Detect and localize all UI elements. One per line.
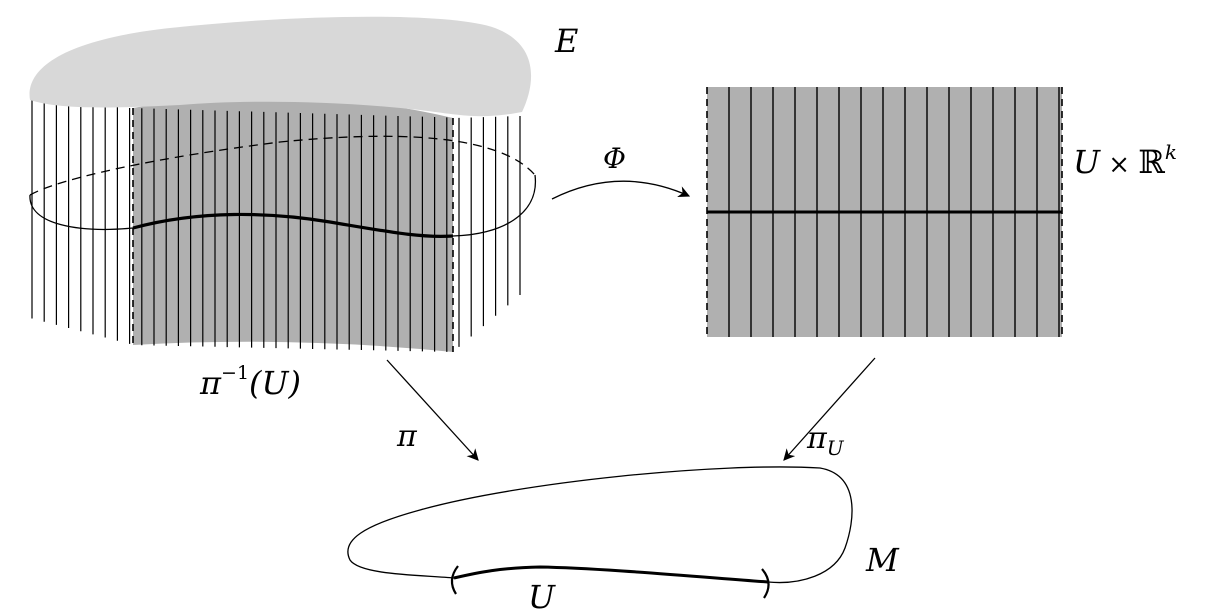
manifold-curve — [347, 466, 853, 584]
label-pi-U-subscript: U — [827, 436, 845, 460]
label-Phi: Φ — [603, 142, 626, 175]
label-product: U × ℝk — [1073, 140, 1177, 181]
back-section-curve — [29, 135, 536, 196]
arrow-pi — [386, 359, 479, 461]
label-product-times: × — [1100, 150, 1138, 180]
label-preimage-arg: (U) — [249, 364, 301, 402]
label-E: E — [554, 22, 578, 60]
open-set-right-paren — [761, 568, 770, 599]
open-set-left-paren — [450, 565, 459, 595]
label-open-set-U: U — [528, 578, 556, 614]
total-space-E — [29, 16, 536, 352]
open-set-U-arc — [453, 565, 769, 584]
section-over-U — [132, 212, 454, 238]
arrow-Phi — [551, 180, 691, 200]
label-preimage-symbol: π — [199, 364, 222, 402]
label-product-base: U — [1073, 143, 1101, 181]
label-product-exponent: k — [1165, 140, 1177, 164]
front-section-curve — [29, 174, 536, 237]
top-face — [29, 16, 532, 117]
arrow-pi-U — [783, 357, 876, 461]
preimage-region — [133, 96, 453, 352]
label-pi-U-symbol: π — [806, 421, 828, 456]
product-space — [706, 87, 1063, 337]
label-pi: π — [396, 419, 418, 454]
label-M: M — [865, 541, 900, 579]
base-manifold-M — [347, 466, 853, 599]
cylinder-fibers — [31, 100, 521, 352]
label-preimage-exponent: −1 — [221, 362, 249, 384]
label-product-fiber: ℝ — [1138, 143, 1165, 181]
label-preimage: π−1(U) — [199, 362, 301, 402]
label-pi-U: πU — [806, 421, 845, 460]
